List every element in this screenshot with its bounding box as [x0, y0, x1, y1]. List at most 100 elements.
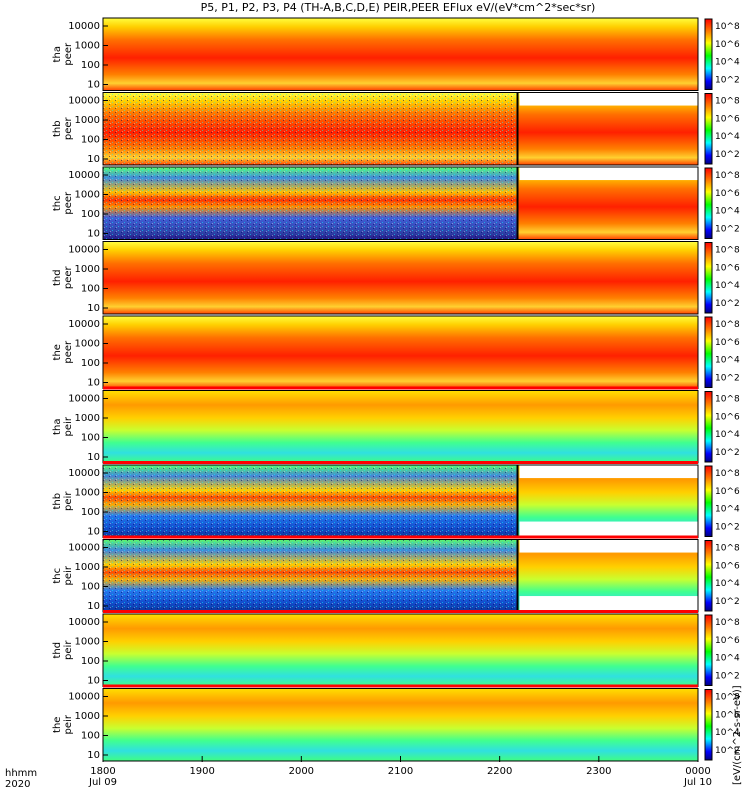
colorbar	[704, 614, 713, 686]
panel-label: peir	[63, 491, 74, 511]
x-tick-date: Jul 09	[88, 777, 117, 788]
spectrogram-fill	[103, 614, 698, 687]
colorbar	[704, 242, 713, 314]
colorbar-tick-label: 10^2	[715, 597, 740, 607]
colorbar-tick-label: 10^8	[715, 320, 740, 330]
y-tick-label: 10	[87, 676, 100, 687]
y-tick-label: 10	[87, 750, 100, 761]
colorbar-tick-label: 10^4	[715, 430, 740, 440]
colorbar-unit-label: [eV/(cm^2-s-sr-eV)]	[732, 685, 743, 785]
y-tick-label: 1000	[75, 711, 100, 722]
colorbar-tick-label: 10^4	[715, 132, 740, 142]
y-tick-label: 10000	[68, 394, 100, 405]
panel-label: peer	[63, 265, 74, 289]
x-tick-label: 0000	[685, 766, 710, 777]
panel-1: 10 100 1000 10000 thb peer 10^2 10^4 10^6 10^8	[52, 92, 740, 166]
y-tick-label: 100	[81, 358, 100, 369]
y-tick-label: 100	[81, 60, 100, 71]
spectrogram-fill	[103, 241, 698, 314]
colorbar-tick-label: 10^6	[715, 561, 740, 571]
spectrogram-fill	[103, 390, 698, 463]
y-tick-label: 100	[81, 284, 100, 295]
panel-label: the	[52, 344, 63, 360]
panel-0: 10 100 1000 10000 tha peer 10^2 10^4 10^6 10^8	[52, 17, 740, 91]
panel-8: 10 100 1000 10000 thd peir 10^2 10^4 10^6 10^8	[52, 610, 740, 687]
colorbar-tick-label: 10^4	[715, 728, 740, 738]
y-tick-label: 100	[81, 731, 100, 742]
panel-label: peer	[63, 191, 74, 215]
panel-label: the	[52, 717, 63, 733]
data-gap-low	[519, 521, 698, 538]
colorbar-tick-label: 10^4	[715, 58, 740, 68]
panel-label: peer	[63, 340, 74, 364]
x-tick-date: Jul 10	[683, 777, 712, 788]
panel-9: 10 100 1000 10000 the peir 10^2 10^4 10^6 10^8	[52, 684, 740, 762]
y-tick-label: 10000	[68, 468, 100, 479]
y-tick-label: 10	[87, 452, 100, 463]
colorbar-tick-label: 10^2	[715, 76, 740, 86]
spectrogram-fill	[103, 18, 698, 91]
colorbar-tick-label: 10^8	[715, 395, 740, 405]
y-tick-label: 1000	[75, 488, 100, 499]
panel-label: thc	[52, 568, 63, 584]
y-tick-label: 1000	[75, 562, 100, 573]
colorbar-tick-label: 10^2	[715, 299, 740, 309]
colorbar-tick-label: 10^4	[715, 281, 740, 291]
y-tick-label: 10000	[68, 170, 100, 181]
colorbar-tick-label: 10^8	[715, 97, 740, 107]
data-gap	[519, 539, 698, 553]
colorbar-tick-label: 10^6	[715, 263, 740, 273]
panel-4: 10 100 1000 10000 the peer 10^2 10^4 10^6 10^8	[52, 315, 740, 389]
y-tick-label: 10000	[68, 245, 100, 256]
panel-label: thd	[52, 642, 63, 659]
colorbar-tick-label: 10^2	[715, 448, 740, 458]
status-bar	[103, 461, 698, 464]
y-tick-label: 10000	[68, 319, 100, 330]
colorbar-tick-label: 10^6	[715, 710, 740, 720]
y-tick-label: 10000	[68, 617, 100, 628]
y-tick-label: 10	[87, 303, 100, 314]
panel-label: peir	[63, 565, 74, 585]
panel-6: 10 100 1000 10000 thb peir 10^2 10^4 10^6 10^8	[52, 461, 740, 538]
data-gap	[519, 167, 698, 181]
panel-frame	[102, 166, 699, 240]
x-tick-label: 2300	[586, 766, 611, 777]
colorbar-tick-label: 10^6	[715, 114, 740, 124]
colorbar-tick-label: 10^4	[715, 505, 740, 515]
status-bar	[103, 610, 698, 613]
noise-speckle	[103, 465, 518, 538]
colorbar-tick-label: 10^8	[715, 693, 740, 703]
panel-label: tha	[52, 419, 63, 435]
colorbar-tick-label: 10^8	[715, 246, 740, 256]
y-tick-label: 100	[81, 582, 100, 593]
y-tick-label: 10	[87, 154, 100, 165]
y-tick-label: 1000	[75, 41, 100, 52]
panel-5: 10 100 1000 10000 tha peir 10^2 10^4 10^6 10^8	[52, 386, 740, 464]
status-bar	[103, 535, 698, 539]
panel-2: 10 100 1000 10000 thc peer 10^2 10^4 10^6 10^8	[52, 166, 740, 240]
panel-frame	[102, 17, 699, 91]
colorbar-tick-label: 10^4	[715, 207, 740, 217]
noise-speckle	[103, 167, 518, 240]
panel-label: tha	[52, 46, 63, 62]
colorbar-tick-label: 10^2	[715, 672, 740, 682]
x-tick-label: 2000	[289, 766, 314, 777]
spectrogram-fill	[103, 688, 698, 761]
y-tick-label: 10000	[68, 692, 100, 703]
noise-speckle	[103, 92, 518, 165]
colorbar	[704, 540, 713, 612]
panel-frame	[102, 92, 699, 166]
y-tick-label: 1000	[75, 115, 100, 126]
y-tick-label: 100	[81, 135, 100, 146]
panel-stack: 10 100 1000 10000 tha peer 10^2 10^4 10^6 10^8 10 1…	[52, 17, 740, 762]
figure-title: P5, P1, P2, P3, P4 (TH-A,B,C,D,E) PEIR,P…	[201, 1, 596, 14]
y-tick-label: 1000	[75, 339, 100, 350]
colorbar-tick-label: 10^2	[715, 225, 740, 235]
y-tick-label: 10	[87, 527, 100, 538]
colorbar-tick-label: 10^2	[715, 523, 740, 533]
panel-label: peir	[63, 714, 74, 734]
y-tick-label: 1000	[75, 637, 100, 648]
y-tick-label: 10000	[68, 21, 100, 32]
